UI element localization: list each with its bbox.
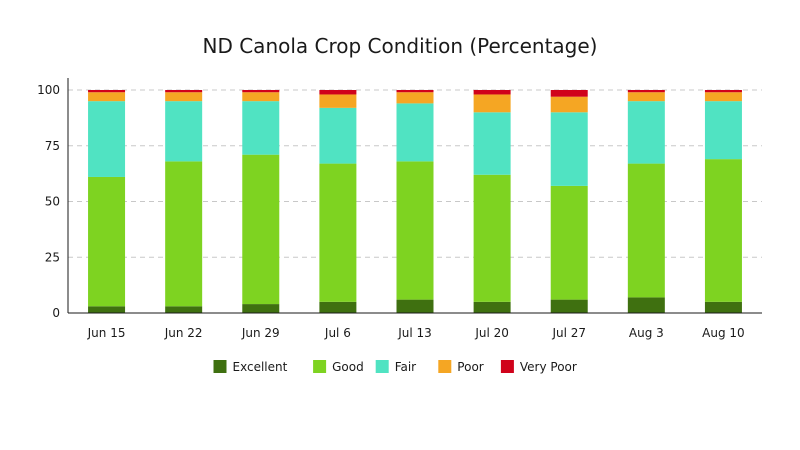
bar-segment-excellent (473, 301, 511, 313)
bar-segment-good (704, 159, 742, 302)
bar-segment-fair (704, 101, 742, 160)
bar-segment-fair (319, 107, 357, 164)
bar-segment-good (627, 163, 665, 298)
bar-segment-excellent (704, 301, 742, 313)
bar-segment-poor (165, 92, 203, 102)
x-tick-label: Jun 29 (241, 326, 280, 340)
legend-label: Good (332, 360, 364, 374)
y-tick-label: 25 (45, 250, 60, 264)
bar-segment-fair (165, 101, 203, 162)
bar-segment-excellent (627, 297, 665, 313)
bar-segment-poor (242, 92, 280, 102)
legend-swatch (313, 360, 327, 373)
bar-segment-fair (473, 112, 511, 175)
legend-swatch (375, 360, 389, 373)
bar-segment-very-poor (396, 90, 434, 93)
bar-segment-fair (627, 101, 665, 164)
bar-segment-very-poor (473, 90, 511, 95)
bar-segment-very-poor (550, 90, 588, 97)
bar-segment-good (473, 174, 511, 302)
bar-segment-very-poor (704, 90, 742, 93)
x-tick-label: Jul 20 (474, 326, 509, 340)
bar-segment-good (550, 185, 588, 300)
bar-segment-good (396, 161, 434, 300)
legend-label: Excellent (233, 360, 288, 374)
x-tick-label: Jun 15 (87, 326, 126, 340)
bar-segment-good (88, 176, 126, 307)
bar-segment-fair (396, 103, 434, 162)
x-tick-label: Aug 3 (629, 326, 664, 340)
legend-label: Fair (395, 360, 416, 374)
bar-segment-good (319, 163, 357, 302)
bar-segment-poor (704, 92, 742, 102)
bar-segment-poor (627, 92, 665, 102)
bar-segment-very-poor (319, 90, 357, 95)
bar-segment-very-poor (165, 90, 203, 93)
legend-swatch (438, 360, 452, 373)
bar-segment-poor (319, 94, 357, 108)
bar-segment-excellent (396, 299, 434, 313)
bar-segment-very-poor (627, 90, 665, 93)
bar-segment-fair (550, 112, 588, 186)
x-tick-label: Jul 27 (551, 326, 586, 340)
bar-segment-good (242, 154, 280, 305)
bar-segment-excellent (550, 299, 588, 313)
bar-segment-poor (88, 92, 126, 102)
legend-label: Poor (457, 360, 483, 374)
legend-swatch (213, 360, 227, 373)
bar-segment-excellent (319, 301, 357, 313)
bar-segment-fair (242, 101, 280, 155)
bar-segment-excellent (165, 306, 203, 313)
y-tick-label: 100 (37, 83, 60, 97)
bar-segment-fair (88, 101, 126, 177)
x-tick-label: Aug 10 (702, 326, 745, 340)
x-tick-label: Jun 22 (164, 326, 203, 340)
bar-segment-poor (473, 94, 511, 113)
y-tick-label: 50 (45, 195, 60, 209)
legend-swatch (500, 360, 514, 373)
bar-segment-excellent (242, 304, 280, 313)
bar-segment-very-poor (242, 90, 280, 93)
bar-segment-very-poor (88, 90, 126, 93)
y-tick-label: 0 (52, 306, 60, 320)
bar-segment-excellent (88, 306, 126, 313)
legend-label: Very Poor (520, 360, 577, 374)
x-tick-label: Jul 13 (397, 326, 432, 340)
bar-segment-poor (550, 96, 588, 113)
bar-segment-good (165, 161, 203, 307)
chart-title: ND Canola Crop Condition (Percentage) (202, 34, 598, 58)
x-tick-label: Jul 6 (324, 326, 351, 340)
y-tick-label: 75 (45, 139, 60, 153)
bar-segment-poor (396, 92, 434, 104)
